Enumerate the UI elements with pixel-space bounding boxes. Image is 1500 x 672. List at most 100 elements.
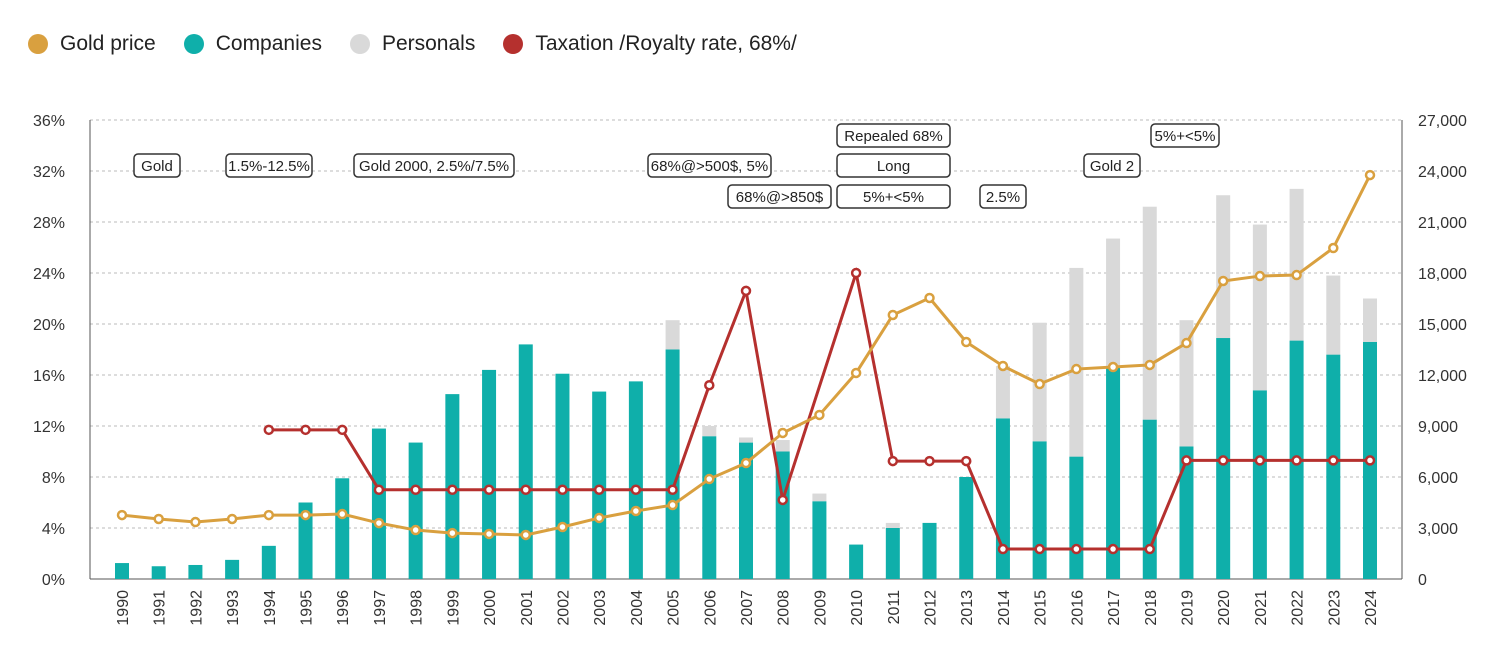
left-tick-label: 28% [33, 215, 65, 232]
bar-companies-2012 [922, 522, 937, 579]
x-tick-label: 1992 [188, 590, 205, 626]
x-tick-label: 2014 [996, 590, 1013, 626]
taxation-point-2024 [1364, 455, 1376, 466]
bar-companies-2018 [1142, 419, 1157, 579]
bar-companies-1992 [188, 564, 203, 579]
gold-price-point-2007 [740, 457, 752, 469]
gold-price-point-1990 [116, 509, 128, 521]
gold-price-point-1994 [263, 509, 275, 521]
x-tick-label: 2019 [1179, 590, 1196, 626]
bar-companies-2001 [518, 344, 533, 579]
annotation-label: Gold 2000, 2.5%/7.5% [359, 158, 509, 175]
x-tick-label: 2016 [1069, 590, 1086, 626]
x-tick-label: 2017 [1106, 590, 1123, 626]
x-tick-label: 2018 [1143, 590, 1160, 626]
left-tick-label: 12% [33, 419, 65, 436]
legend-swatch [349, 34, 370, 54]
bar-companies-2007 [739, 442, 753, 579]
x-tick-label: 2005 [666, 590, 683, 626]
x-tick-label: 2006 [702, 590, 719, 626]
gold-price-point-2011 [887, 309, 899, 321]
bar-personals-2016 [1069, 267, 1084, 457]
bar-companies-2016 [1069, 456, 1084, 579]
bar-personals-2021 [1252, 224, 1267, 391]
right-tick-label: 24,000 [1418, 164, 1467, 181]
bar-personals-2017 [1106, 238, 1121, 367]
bar-personals-2009 [812, 493, 827, 502]
bar-companies-2002 [555, 373, 570, 579]
annotation-box [979, 184, 1027, 209]
x-tick-label: 1991 [152, 590, 169, 626]
legend-label: Personals [381, 32, 476, 55]
annotation-label: 68%@>850$ [736, 189, 824, 206]
bar-companies-2013 [959, 477, 974, 579]
taxation-point-1997 [373, 484, 385, 495]
annotation-label: 5%+<5% [863, 189, 924, 206]
gold-price-point-2021 [1254, 270, 1266, 282]
gold-price-point-2024 [1364, 169, 1376, 181]
gold-price-point-1996 [336, 508, 348, 520]
taxation-point-2002 [557, 484, 568, 495]
taxation-point-2012 [924, 455, 935, 467]
taxation-point-2016 [1071, 543, 1082, 555]
gold-price-point-2008 [777, 427, 788, 439]
bar-companies-2021 [1252, 390, 1267, 579]
legend-label: Taxation /Royalty rate, 68%/ [535, 32, 797, 55]
legend-swatch [183, 34, 204, 54]
bar-personals-2024 [1363, 298, 1377, 342]
left-tick-label: 36% [33, 113, 65, 130]
gold-price-point-2002 [557, 521, 568, 533]
bar-personals-2011 [885, 522, 900, 528]
annotation-box [1083, 153, 1141, 178]
bar-companies-1993 [225, 559, 240, 579]
x-tick-label: 2002 [555, 590, 572, 626]
bar-companies-2011 [885, 528, 900, 579]
gold-price-point-2012 [924, 292, 935, 304]
taxation-point-2021 [1254, 455, 1266, 466]
taxation-point-2007 [740, 285, 752, 297]
bar-personals-2020 [1216, 195, 1231, 339]
x-tick-label: 1999 [445, 590, 462, 626]
left-tick-label: 16% [33, 368, 65, 385]
taxation-point-2023 [1328, 455, 1339, 466]
annotation-box [225, 153, 313, 178]
right-tick-label: 9,000 [1418, 419, 1458, 436]
bar-companies-2015 [1032, 441, 1047, 579]
x-tick-label: 2011 [886, 590, 903, 625]
annotation-label: Gold [141, 158, 173, 175]
gold-price-point-2017 [1107, 361, 1119, 373]
taxation-point-1995 [300, 424, 311, 436]
x-tick-label: 2008 [776, 590, 793, 626]
gold-price-point-2015 [1034, 378, 1045, 390]
right-tick-label: 3,000 [1418, 521, 1458, 538]
gold-price-point-2022 [1291, 269, 1302, 281]
taxation-point-2003 [593, 484, 605, 495]
right-tick-label: 21,000 [1418, 215, 1467, 232]
legend-label: Companies [215, 32, 322, 55]
gold-price-point-2014 [997, 360, 1009, 372]
bar-companies-1990 [115, 563, 129, 579]
annotation-box [727, 184, 832, 209]
annotation-box [647, 153, 772, 178]
x-tick-label: 2015 [1033, 590, 1050, 626]
gold-price-point-1997 [373, 517, 385, 529]
bar-companies-2009 [812, 501, 827, 579]
taxation-point-2001 [520, 484, 532, 495]
gold-price-point-1992 [190, 516, 201, 528]
x-tick-label: 2020 [1216, 590, 1233, 626]
left-tick-label: 4% [42, 521, 65, 538]
right-tick-label: 6,000 [1418, 470, 1458, 487]
gold-price-point-2005 [667, 499, 678, 511]
gold-price-point-2020 [1217, 275, 1229, 287]
taxation-point-2017 [1107, 543, 1119, 555]
left-tick-label: 20% [33, 317, 65, 334]
x-tick-label: 1990 [115, 590, 132, 626]
taxation-point-1999 [447, 484, 458, 495]
annotation-label: Gold 2 [1090, 158, 1134, 175]
bar-personals-2006 [702, 426, 717, 437]
bar-personals-2023 [1326, 275, 1341, 355]
gold-price-point-2001 [520, 529, 532, 541]
annotation-box [836, 184, 951, 209]
gold-price-point-1991 [153, 513, 164, 525]
left-tick-label: 8% [42, 470, 65, 487]
